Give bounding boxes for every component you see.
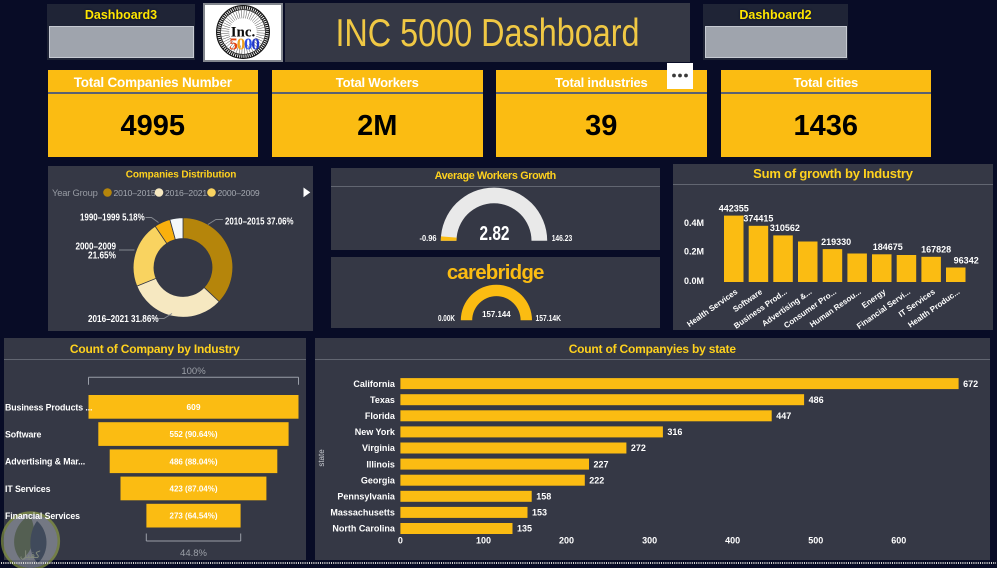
svg-text:Inc.: Inc. (231, 25, 256, 41)
svg-text:5000: 5000 (229, 35, 259, 54)
